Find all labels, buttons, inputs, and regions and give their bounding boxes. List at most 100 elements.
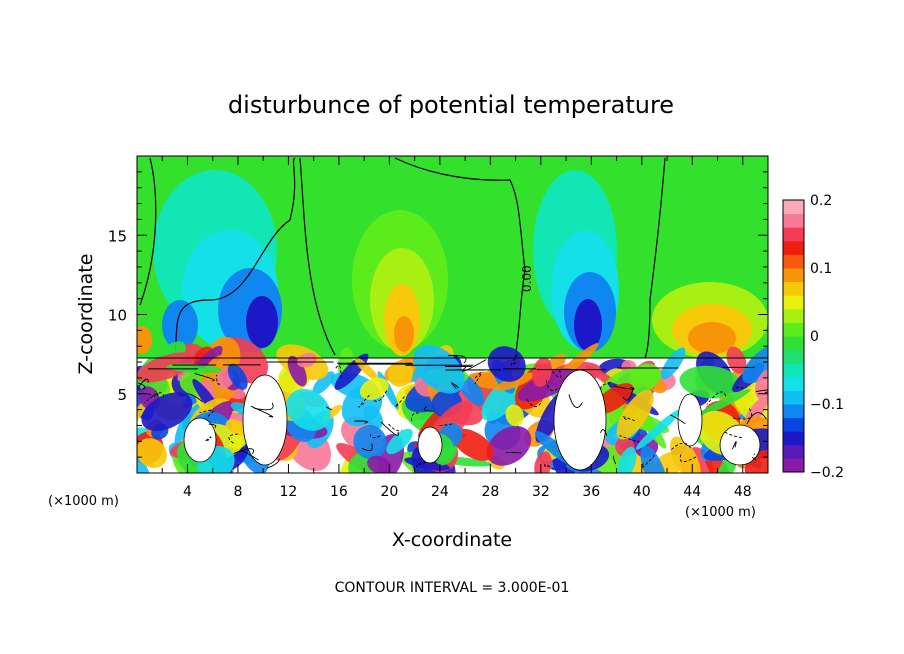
plot-area: 0.00 xyxy=(137,156,768,473)
turbulence-contour xyxy=(706,391,727,405)
y-tick-label-2: 15 xyxy=(108,227,127,245)
colorbar-swatch-8 xyxy=(783,349,804,364)
lower-turbulence xyxy=(137,336,768,473)
colorbar-swatch-6 xyxy=(783,376,804,391)
colorbar-swatch-17 xyxy=(783,227,804,242)
x-tick-label-11: 48 xyxy=(734,484,752,500)
turbulence-contour xyxy=(189,393,203,403)
turbulence-contour xyxy=(448,355,467,364)
colorbar-swatch-1 xyxy=(783,444,804,459)
turbulence-contour xyxy=(388,423,402,432)
colorbar-swatch-11 xyxy=(783,308,804,323)
turbulence-contour xyxy=(600,381,611,391)
turbulence-cell xyxy=(670,436,701,473)
turbulence-cell xyxy=(141,392,193,432)
turbulence-cell xyxy=(640,445,668,473)
turbulence-contour xyxy=(544,464,555,470)
turbulence-cell xyxy=(534,451,552,473)
turbulence-contour xyxy=(138,382,146,390)
turbulence-contour xyxy=(208,423,217,429)
turbulence-contour xyxy=(205,436,212,442)
x-tick-label-10: 44 xyxy=(683,484,701,500)
turbulence-core-4 xyxy=(719,424,761,466)
turbulence-contour xyxy=(395,395,406,408)
turbulence-contour xyxy=(613,385,635,390)
x-tick-label-1: 8 xyxy=(233,484,242,500)
turbulence-contour xyxy=(267,458,281,469)
turbulence-contour xyxy=(622,387,634,401)
turbulence-cell xyxy=(496,372,535,391)
turbulence-contour xyxy=(372,390,388,402)
zero-contour-upper xyxy=(139,157,666,359)
turbulence-cell xyxy=(532,357,552,387)
turbulence-cell xyxy=(679,365,740,399)
turbulence-cell xyxy=(137,352,196,383)
turbulence-contour xyxy=(380,421,399,436)
turbulence-cell xyxy=(137,449,152,473)
turbulence-contour xyxy=(138,378,149,387)
contour-label: 0.00 xyxy=(520,265,534,292)
y-axis: 5 10 15 xyxy=(108,171,768,458)
turbulence-contour xyxy=(335,364,342,379)
turbulence-contour xyxy=(568,394,583,408)
turbulence-cell xyxy=(359,377,389,400)
turbulence-contour xyxy=(199,409,214,417)
turbulence-contour xyxy=(239,450,259,461)
colorbar-label-4: −0.2 xyxy=(810,465,844,481)
turbulence-cell xyxy=(616,389,654,440)
turbulence-contour xyxy=(640,454,656,469)
colorbar-swatch-12 xyxy=(783,295,804,310)
colorbar-swatch-7 xyxy=(783,363,804,378)
turbulence-contour xyxy=(233,448,254,455)
turbulence-cell xyxy=(296,352,317,368)
turbulence-contour xyxy=(325,406,332,411)
colorbar-swatch-10 xyxy=(783,322,804,337)
turbulence-contour xyxy=(511,354,518,366)
x-tick-label-9: 40 xyxy=(633,484,651,500)
turbulence-cell xyxy=(137,438,168,469)
colorbar-swatch-19 xyxy=(783,200,804,215)
turbulence-core-2 xyxy=(553,369,607,471)
x-tick-label-0: 4 xyxy=(183,484,192,500)
upper-plumes xyxy=(137,170,768,358)
colorbar-swatch-9 xyxy=(783,336,804,351)
turbulence-cell xyxy=(404,457,450,471)
turbulence-cell xyxy=(486,425,532,466)
turbulence-cell xyxy=(312,371,335,395)
turbulence-contour xyxy=(746,412,767,425)
turbulence-contour xyxy=(194,373,215,382)
turbulence-cell xyxy=(286,388,331,431)
turbulence-core-5 xyxy=(677,393,703,447)
x-tick-label-2: 12 xyxy=(280,484,298,500)
turbulence-contour xyxy=(253,402,274,411)
turbulence-cell xyxy=(635,409,681,450)
turbulence-cell xyxy=(353,425,387,460)
colorbar-swatch-4 xyxy=(783,404,804,419)
colorbar-swatch-14 xyxy=(783,268,804,283)
turbulence-contour xyxy=(411,412,421,422)
turbulence-cell xyxy=(696,389,751,417)
turbulence-contour xyxy=(451,382,460,390)
turbulence-contour xyxy=(600,429,608,437)
turbulence-contour xyxy=(462,359,487,372)
colorbar-swatch-5 xyxy=(783,390,804,405)
x-unit-left: (×1000 m) xyxy=(48,494,119,509)
colorbar-label-2: 0 xyxy=(810,329,819,345)
turbulence-cell xyxy=(754,368,768,401)
turbulence-contour xyxy=(474,372,482,385)
turbulence-contour xyxy=(751,453,756,461)
turbulence-core-1 xyxy=(183,417,217,463)
turbulence-contour xyxy=(723,431,742,439)
turbulence-cell xyxy=(363,405,383,429)
colorbar: 0.2 0.1 0 −0.1 −0.2 xyxy=(782,193,844,481)
turbulence-contour xyxy=(423,406,435,412)
colorbar-swatch-0 xyxy=(783,458,804,473)
turbulence-contour xyxy=(415,461,427,468)
colorbar-swatch-15 xyxy=(783,254,804,269)
turbulence-cell xyxy=(413,344,465,394)
y-axis-label: Z-coordinate xyxy=(75,254,97,375)
turbulence-cell xyxy=(367,455,392,473)
turbulence-contour xyxy=(755,389,768,394)
turbulence-cell xyxy=(705,453,730,473)
